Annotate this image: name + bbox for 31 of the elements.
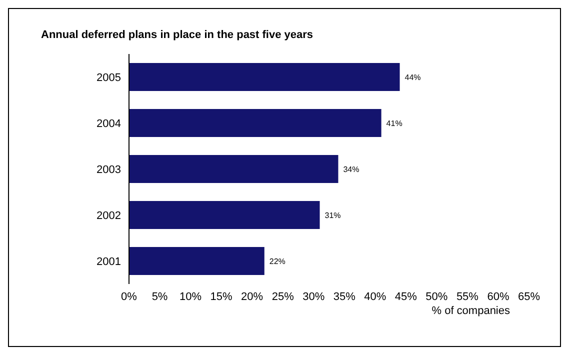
y-tick-label: 2005: [96, 72, 121, 84]
y-tick-label: 2001: [96, 256, 121, 268]
x-tick-label: 10%: [180, 290, 202, 303]
bar: [129, 155, 338, 183]
bar: [129, 109, 382, 137]
x-tick-label: 40%: [364, 290, 386, 303]
y-tick-label: 2002: [96, 210, 121, 222]
x-tick-label: 35%: [333, 290, 356, 303]
x-tick-label: 5%: [152, 290, 168, 303]
data-label: 22%: [269, 256, 286, 266]
bar: [129, 247, 264, 275]
x-tick-label: 60%: [487, 290, 510, 303]
x-tick-label: 15%: [210, 290, 233, 303]
bar: [129, 201, 320, 229]
x-tick-label: 45%: [394, 290, 418, 303]
data-label: 31%: [324, 210, 341, 220]
x-axis-title: % of companies: [432, 305, 510, 317]
y-tick-label: 2004: [96, 118, 121, 130]
chart-title: Annual deferred plans in place in the past five years: [41, 29, 314, 41]
y-tick-label: 2003: [96, 164, 121, 176]
x-tick-label: 55%: [456, 290, 479, 303]
x-tick-label: 30%: [302, 290, 325, 303]
data-label: 41%: [386, 118, 402, 128]
data-label: 44%: [404, 72, 421, 82]
x-tick-label: 20%: [241, 290, 264, 303]
x-tick-label: 0%: [121, 290, 138, 303]
bar: [129, 63, 400, 91]
x-tick-label: 50%: [426, 290, 448, 303]
x-tick-label: 65%: [518, 290, 540, 303]
x-tick-label: 25%: [272, 290, 294, 303]
data-label: 34%: [343, 164, 360, 174]
